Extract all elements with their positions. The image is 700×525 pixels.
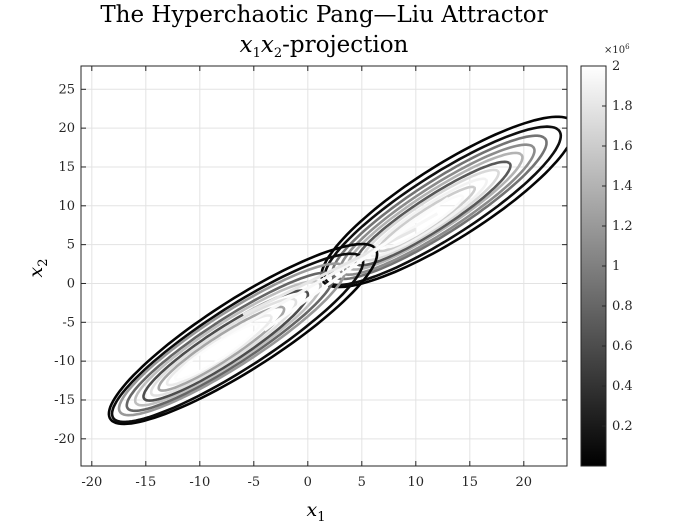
y-tick-label: 20 xyxy=(58,121,75,136)
x-tick-label: -5 xyxy=(247,475,260,490)
colorbar-tick-label: 1.6 xyxy=(612,139,633,154)
orbit-lower xyxy=(125,271,335,413)
colorbar-tick-label: 1.4 xyxy=(612,179,633,194)
orbit-lower xyxy=(149,297,298,397)
x-tick-label: 20 xyxy=(516,475,533,490)
plot-frame xyxy=(80,65,568,467)
x-axis-label: x1 xyxy=(307,499,326,525)
colorbar-tick-label: 1 xyxy=(612,259,620,274)
orbit-lower xyxy=(110,252,365,424)
orbit-lower xyxy=(173,322,261,381)
x-tick-label: 15 xyxy=(462,475,479,490)
trajectory xyxy=(107,115,567,426)
colorbar-tick-label: 1.2 xyxy=(612,219,633,234)
colorbar-tick-label: 0.4 xyxy=(612,379,633,394)
y-tick-label: 10 xyxy=(58,199,75,214)
y-tick-label: -15 xyxy=(54,393,75,408)
chart-title: The Hyperchaotic Pang—Liu Attractor xyxy=(100,2,547,28)
colorbar-exponent: ×106 xyxy=(604,43,630,56)
orbit-upper xyxy=(320,115,567,289)
x-tick-label: -20 xyxy=(81,475,102,490)
orbit-lower xyxy=(133,279,322,407)
x-tick-label: -15 xyxy=(135,475,156,490)
x-tick-label: 0 xyxy=(304,475,312,490)
x-tick-label: 5 xyxy=(358,475,366,490)
y-tick-label: 0 xyxy=(67,276,75,291)
orbit-lower xyxy=(117,262,347,417)
y-tick-label: -20 xyxy=(54,432,75,447)
y-tick-label: 5 xyxy=(67,238,75,253)
orbit-lower xyxy=(107,242,379,426)
orbit-upper xyxy=(369,177,488,258)
orbit-upper xyxy=(331,134,548,281)
y-axis-ticks: -20 -15 -10 -5 0 5 10 15 20 25 xyxy=(54,82,567,447)
colorbar-ticks: 0.2 0.4 0.6 0.8 1 1.2 1.4 1.6 1.8 2 xyxy=(602,59,633,434)
colorbar-tick-label: 0.6 xyxy=(612,339,633,354)
orbit-upper xyxy=(323,125,563,287)
bridge-segment xyxy=(220,212,439,340)
x-tick-label: -10 xyxy=(189,475,210,490)
x-tick-label: 10 xyxy=(408,475,425,490)
colorbar-tick-label: 0.8 xyxy=(612,299,633,314)
orbit-lower xyxy=(157,305,286,392)
bridge-segment xyxy=(242,227,417,316)
y-tick-label: 25 xyxy=(58,82,75,97)
bridge-segment xyxy=(263,196,450,332)
chart-subtitle: x1x2-projection xyxy=(240,32,409,61)
y-tick-label: 15 xyxy=(58,160,75,175)
colorbar-tick-label: 0.2 xyxy=(612,419,633,434)
y-tick-label: -5 xyxy=(62,315,75,330)
x-axis-ticks: -20 -15 -10 -5 0 5 10 15 20 xyxy=(81,66,532,490)
y-axis-label: x2 xyxy=(25,259,51,278)
orbit-upper xyxy=(377,185,476,253)
colorbar-tick-label: 2 xyxy=(612,59,620,74)
colorbar xyxy=(580,65,607,467)
colorbar-tick-label: 1.8 xyxy=(612,99,633,114)
y-tick-label: -10 xyxy=(54,354,75,369)
